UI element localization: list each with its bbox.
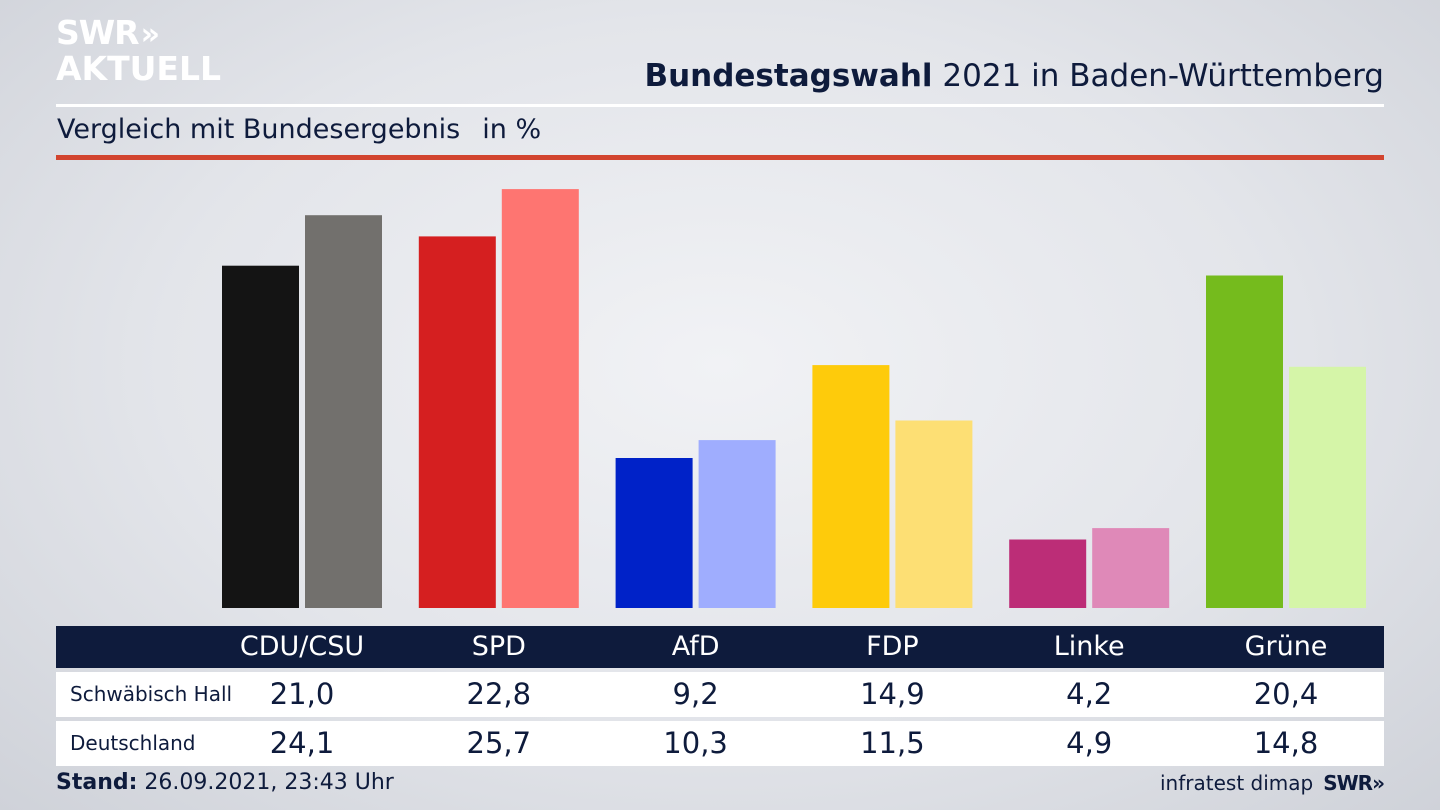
category-label-cdu-csu: CDU/CSU bbox=[239, 631, 365, 662]
bar-cdu-csu-schw-bisch-hall bbox=[222, 265, 299, 608]
row-label: Deutschland bbox=[70, 731, 196, 755]
table-header: CDU/CSU SPD AfD FDP Linke Grüne bbox=[56, 626, 1384, 668]
bar-linke-deutschland bbox=[1092, 528, 1170, 608]
table-row-deutschland: Deutschland 24,1 25,7 10,3 11,5 4,9 14,8 bbox=[56, 721, 1384, 766]
value-cdu-csu-schw-bisch-hall: 21,0 bbox=[269, 677, 335, 711]
swr-footer-logo: SWR» bbox=[1323, 771, 1385, 795]
source-credit: infratest dimap SWR» bbox=[1160, 771, 1385, 795]
title-bold: Bundestagswahl bbox=[644, 58, 933, 94]
category-label-fdp: FDP bbox=[866, 631, 919, 662]
value-fdp-deutschland: 11,5 bbox=[860, 726, 925, 760]
timestamp: Stand: 26.09.2021, 23:43 Uhr bbox=[56, 770, 394, 795]
stand-label: Stand: bbox=[56, 770, 138, 795]
value-afd-schw-bisch-hall: 9,2 bbox=[672, 677, 719, 711]
bar-linke-schw-bisch-hall bbox=[1009, 539, 1087, 608]
swr-aktuell-logo: SWR» AKTUELL bbox=[56, 16, 221, 86]
chart-subtitle: Vergleich mit Bundesergebnis in % bbox=[57, 114, 541, 145]
unit-label: in % bbox=[482, 114, 542, 145]
value-linke-schw-bisch-hall: 4,2 bbox=[1066, 677, 1113, 711]
category-label-spd: SPD bbox=[471, 631, 526, 662]
value-gr-ne-deutschland: 14,8 bbox=[1253, 726, 1319, 760]
category-label-gr-ne: Grüne bbox=[1244, 631, 1328, 662]
value-cdu-csu-deutschland: 24,1 bbox=[269, 726, 335, 760]
title-divider bbox=[56, 104, 1384, 107]
table-row-schwaebisch-hall: Schwäbisch Hall 21,0 22,8 9,2 14,9 4,2 20,4 bbox=[56, 672, 1384, 717]
category-label-afd: AfD bbox=[671, 631, 720, 662]
bar-cdu-csu-deutschland bbox=[305, 215, 382, 608]
bar-spd-deutschland bbox=[501, 189, 579, 608]
page-title: Bundestagswahl 2021 in Baden-Württemberg bbox=[644, 58, 1384, 94]
bar-chart bbox=[222, 189, 1366, 608]
logo-aktuell-text: AKTUELL bbox=[56, 49, 222, 88]
bar-gr-ne-deutschland bbox=[1289, 366, 1366, 608]
bar-afd-schw-bisch-hall bbox=[615, 458, 693, 608]
subtitle-text: Vergleich mit Bundesergebnis bbox=[57, 114, 461, 145]
value-spd-deutschland: 25,7 bbox=[466, 726, 532, 760]
bar-spd-schw-bisch-hall bbox=[418, 236, 496, 608]
results-table: CDU/CSU SPD AfD FDP Linke Grüne Schwäbisch Ha… bbox=[56, 626, 1384, 766]
title-rest: 2021 in Baden-Württemberg bbox=[942, 58, 1384, 94]
value-linke-deutschland: 4,9 bbox=[1066, 726, 1113, 760]
bar-afd-deutschland bbox=[698, 440, 776, 608]
value-afd-deutschland: 10,3 bbox=[663, 726, 728, 760]
stand-value: 26.09.2021, 23:43 Uhr bbox=[144, 770, 394, 795]
logo-arrows-icon: » bbox=[140, 17, 161, 52]
bar-fdp-deutschland bbox=[895, 420, 973, 608]
row-label: Schwäbisch Hall bbox=[70, 682, 233, 706]
value-gr-ne-schw-bisch-hall: 20,4 bbox=[1253, 677, 1319, 711]
value-spd-schw-bisch-hall: 22,8 bbox=[466, 677, 532, 711]
bar-fdp-schw-bisch-hall bbox=[812, 365, 890, 608]
bar-gr-ne-schw-bisch-hall bbox=[1206, 275, 1283, 608]
value-fdp-schw-bisch-hall: 14,9 bbox=[860, 677, 925, 711]
source-text: infratest dimap bbox=[1160, 771, 1314, 795]
logo-swr-text: SWR bbox=[56, 13, 140, 52]
accent-divider bbox=[56, 155, 1384, 160]
category-label-linke: Linke bbox=[1053, 631, 1125, 662]
